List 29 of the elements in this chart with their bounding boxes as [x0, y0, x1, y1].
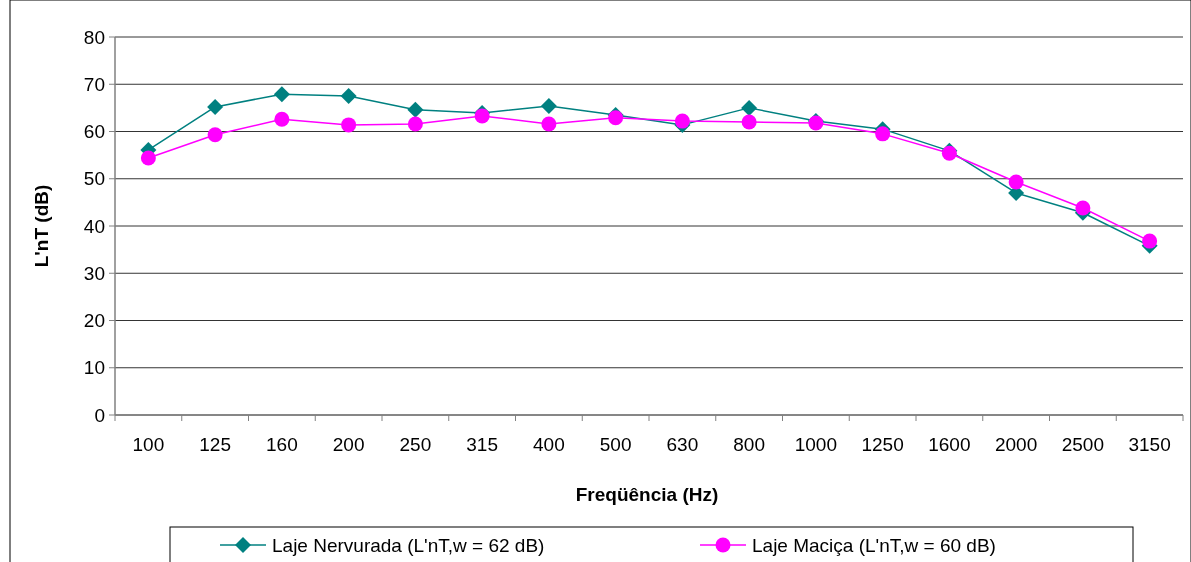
x-tick-label: 315	[466, 434, 498, 455]
y-tick-label: 70	[83, 73, 105, 95]
y-axis-title: L'nT (dB)	[31, 184, 52, 268]
x-tick-label: 2500	[1061, 434, 1105, 455]
x-tick-label: 250	[399, 434, 432, 455]
x-axis-title: Freqüência (Hz)	[575, 484, 719, 505]
y-tick-label: 60	[83, 121, 105, 143]
y-tick-label: 80	[83, 26, 105, 48]
x-tick-label: 800	[733, 434, 765, 455]
x-tick-label: 200	[332, 434, 365, 455]
x-tick-label: 500	[599, 434, 632, 455]
legend-label: Laje Nervurada (L'nT,w = 62 dB)	[272, 534, 545, 556]
y-tick-label: 20	[83, 310, 105, 332]
x-tick-label: 1600	[928, 434, 971, 455]
x-tick-label: 400	[533, 434, 565, 455]
x-tick-label: 3150	[1128, 434, 1171, 455]
legend-label: Laje Maciça (L'nT,w = 60 dB)	[752, 534, 996, 556]
y-tick-label: 30	[83, 262, 105, 284]
y-tick-label: 50	[83, 168, 105, 190]
y-tick-label: 10	[83, 357, 105, 379]
y-tick-label: 40	[83, 215, 105, 237]
x-tick-label: 160	[266, 434, 298, 455]
x-tick-label: 1250	[861, 434, 904, 455]
x-tick-label: 2000	[994, 434, 1038, 455]
x-tick-label: 125	[199, 434, 231, 455]
y-tick-label: 0	[94, 404, 105, 426]
x-tick-label: 100	[132, 434, 165, 455]
x-tick-label: 1000	[794, 434, 838, 455]
x-tick-label: 630	[666, 434, 699, 455]
